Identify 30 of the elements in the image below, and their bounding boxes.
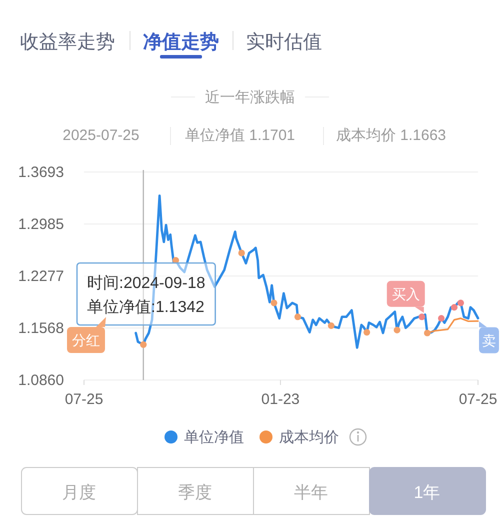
button: 半年 xyxy=(253,467,370,515)
text: 2025-07-25 xyxy=(62,127,140,144)
text: 单位净值 1.1701 xyxy=(184,127,296,144)
x-tick-label: 07-25 xyxy=(458,391,498,408)
button: 季度 xyxy=(137,467,254,515)
annotation: 时间:2024-09-18 xyxy=(87,274,206,292)
legend-label: 单位净值 xyxy=(184,429,244,446)
text: 成本均价 1.1663 xyxy=(336,127,446,144)
y-tick-label: 1.2985 xyxy=(18,216,64,233)
x-tick-label: 07-25 xyxy=(64,391,104,408)
annotation: 单位净值:1.1342 xyxy=(87,298,204,316)
legend-label: 成本均价 xyxy=(279,429,339,446)
x-tick-label: 01-23 xyxy=(261,391,300,408)
button-selected: 1年 xyxy=(369,467,486,515)
annotation: 分红 xyxy=(72,332,100,348)
annotation: 买入 xyxy=(392,286,420,302)
tab-label-selected: 净值走势 xyxy=(143,32,219,53)
annotation: 卖 xyxy=(482,332,496,348)
y-tick-label: 1.2277 xyxy=(18,268,64,285)
tab-label: 实时估值 xyxy=(246,32,322,53)
y-tick-label: 1.1568 xyxy=(18,320,64,338)
chart-title: 近一年涨跌幅 xyxy=(205,89,295,106)
y-tick-label: 1.0860 xyxy=(18,372,64,389)
marker-label: 分红 xyxy=(67,317,106,353)
marker-label: 买入 xyxy=(386,280,425,313)
marker-label: 卖 xyxy=(479,321,499,354)
y-tick-label: 1.3693 xyxy=(18,164,64,181)
tab-label: 收益率走势 xyxy=(20,32,115,53)
button: 月度 xyxy=(21,467,138,515)
tooltip: 时间:2024-09-18 单位净值:1.1342 xyxy=(76,262,216,326)
